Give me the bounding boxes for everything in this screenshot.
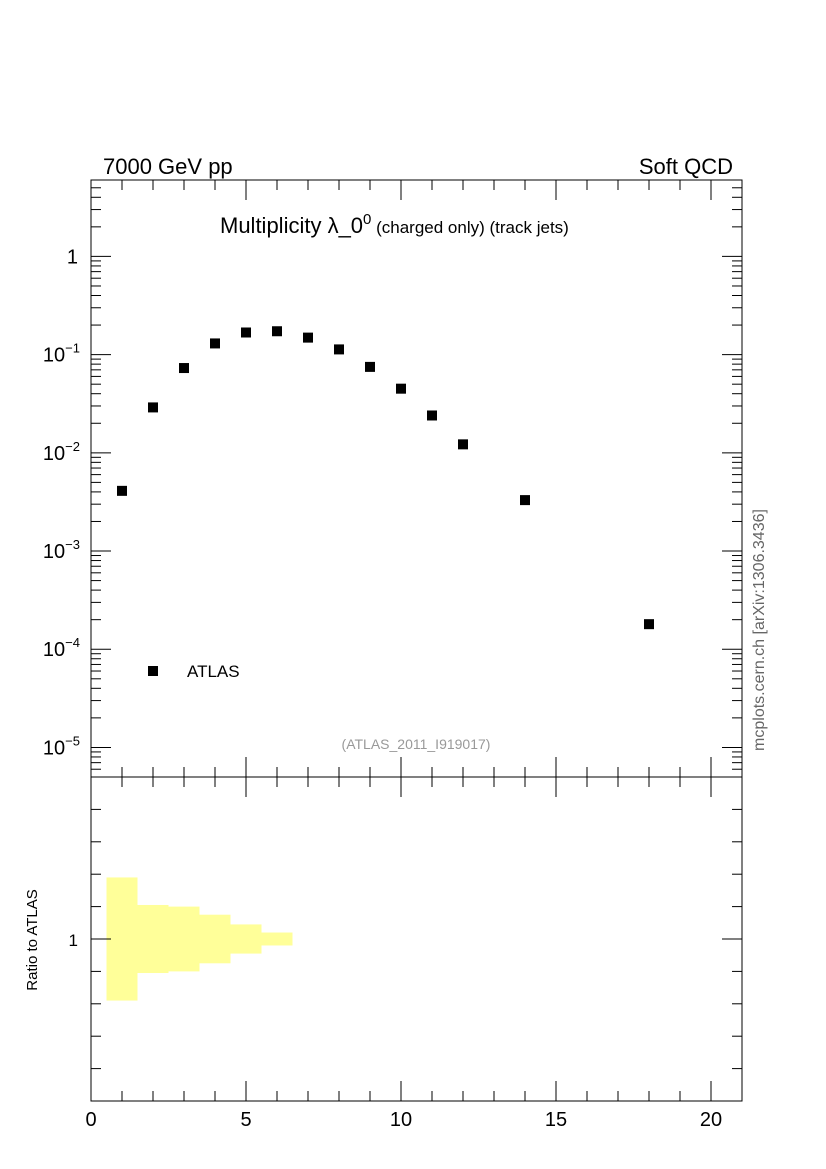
data-point <box>303 332 313 343</box>
ratio-band-bin <box>137 904 169 974</box>
main-title-superscript: 0 <box>363 211 371 228</box>
x-tick-labels: 0 5 10 15 20 <box>85 1109 722 1131</box>
x-tick-label: 20 <box>700 1109 722 1131</box>
data-point <box>458 439 468 450</box>
main-y-tick-label: 10−2 <box>43 439 80 465</box>
legend-label: ATLAS <box>187 662 240 681</box>
ratio-band-bin <box>106 877 138 1001</box>
ratio-band-bin <box>199 914 231 964</box>
main-y-tick-base: 10 <box>43 737 65 759</box>
main-y-tick-exponent: −2 <box>65 439 80 454</box>
data-point <box>427 410 437 421</box>
data-point <box>644 619 654 630</box>
data-point <box>272 326 282 337</box>
main-y-tick-base: 10 <box>43 541 65 563</box>
main-plot-frame <box>90 179 743 778</box>
atlas-data-points <box>117 326 654 630</box>
legend-marker <box>148 666 158 676</box>
data-point <box>520 495 530 506</box>
analysis-annotation: (ATLAS_2011_I919017) <box>342 736 491 752</box>
main-axis-ticks <box>90 179 743 777</box>
data-point <box>241 327 251 338</box>
x-tick-label: 10 <box>390 1109 412 1131</box>
x-tick-label: 0 <box>85 1109 96 1131</box>
main-y-tick-label: 10−4 <box>43 635 80 661</box>
main-y-tick-label: 1 <box>67 246 78 268</box>
ratio-y-axis-label: Ratio to ATLAS <box>24 889 41 990</box>
ratio-uncertainty-band <box>106 877 293 1001</box>
ratio-axis-ticks <box>90 776 743 1102</box>
ratio-y-tick-label: 1 <box>69 931 78 950</box>
main-y-tick-label: 10−5 <box>43 733 80 759</box>
main-title: Multiplicity λ_00 (charged only) (track … <box>220 211 569 238</box>
data-point <box>365 361 375 372</box>
data-point <box>179 363 189 374</box>
main-y-tick-label: 10−3 <box>43 537 80 563</box>
main-panel: 110−110−210−310−410−5 Multiplicity λ_00 … <box>43 179 743 778</box>
main-y-tick-exponent: −4 <box>65 635 80 650</box>
x-tick-label: 15 <box>545 1109 567 1131</box>
data-point <box>334 344 344 355</box>
data-point <box>148 402 158 413</box>
data-point <box>396 383 406 394</box>
ratio-panel: 0 5 10 15 20 1 Ratio to ATLAS <box>24 776 743 1131</box>
main-y-tick-base: 10 <box>43 443 65 465</box>
main-y-tick-label: 10−1 <box>43 341 80 367</box>
main-y-tick-base: 1 <box>67 246 78 268</box>
data-point <box>117 485 127 496</box>
ratio-band-bin <box>261 932 293 946</box>
main-y-tick-base: 10 <box>43 345 65 367</box>
x-tick-label: 5 <box>240 1109 251 1131</box>
main-y-tick-base: 10 <box>43 639 65 661</box>
main-y-tick-labels: 110−110−210−310−410−5 <box>43 246 80 759</box>
header-right: Soft QCD <box>639 154 733 179</box>
side-credit-label: mcplots.cern.ch [arXiv:1306.3436] <box>751 509 768 751</box>
ratio-band-bin <box>168 906 200 972</box>
header-left: 7000 GeV pp <box>103 154 233 179</box>
main-y-tick-exponent: −3 <box>65 537 80 552</box>
data-point <box>210 338 220 349</box>
main-title-suffix: (charged only) (track jets) <box>371 218 568 237</box>
main-title-text: Multiplicity λ_0 <box>220 213 363 238</box>
main-y-tick-exponent: −1 <box>65 341 80 356</box>
ratio-band-bin <box>230 924 262 954</box>
main-y-tick-exponent: −5 <box>65 733 80 748</box>
